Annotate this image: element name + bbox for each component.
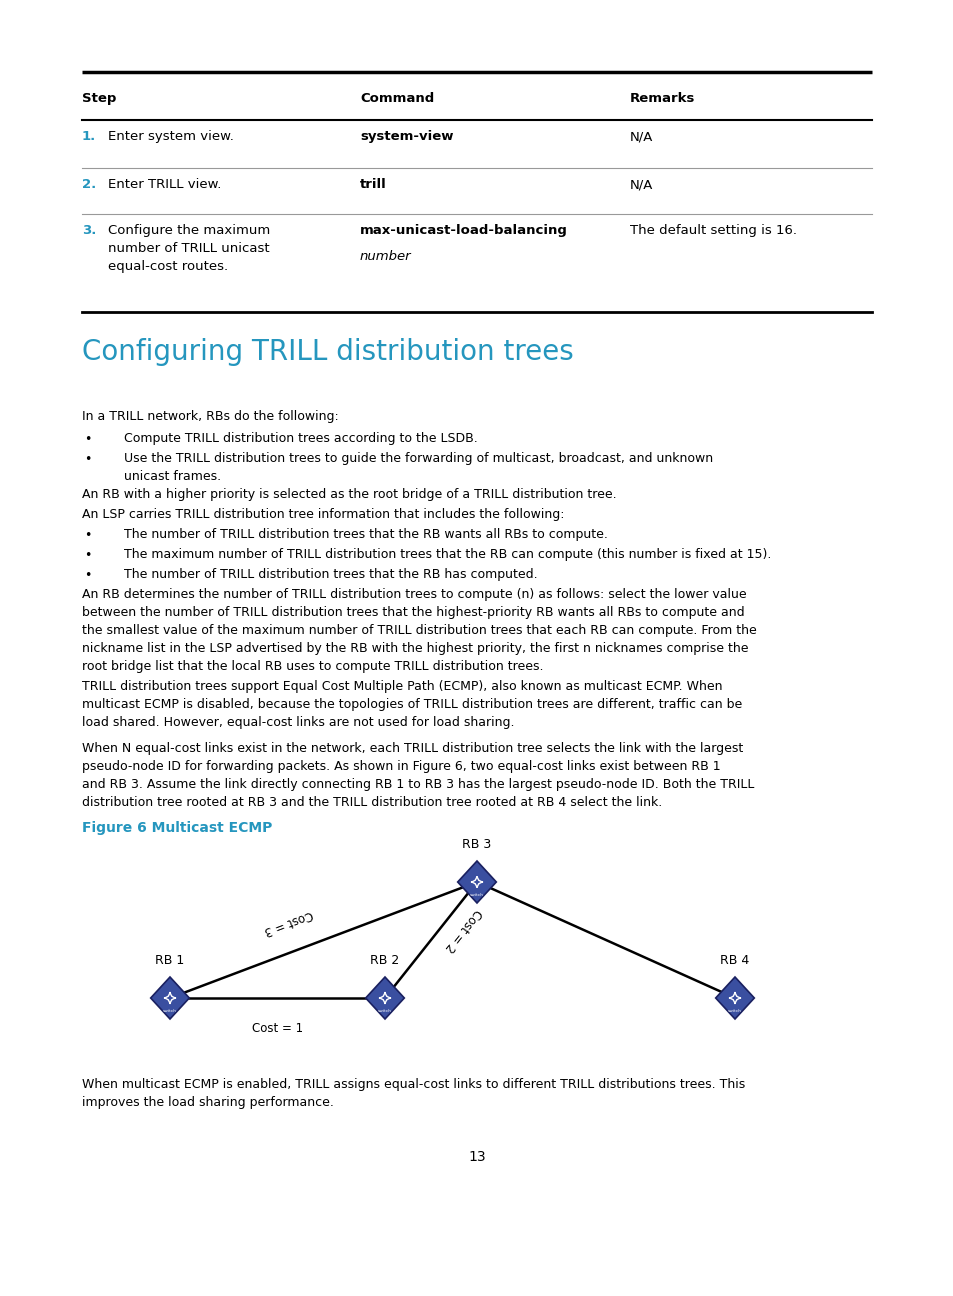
Text: max-unicast-load-balancing: max-unicast-load-balancing (359, 224, 567, 237)
Text: In a TRILL network, RBs do the following:: In a TRILL network, RBs do the following… (82, 410, 338, 422)
Text: trill: trill (359, 178, 386, 191)
Text: •: • (84, 529, 91, 542)
Text: 13: 13 (468, 1150, 485, 1164)
Text: •: • (84, 454, 91, 467)
Text: N/A: N/A (629, 178, 653, 191)
Text: The number of TRILL distribution trees that the RB wants all RBs to compute.: The number of TRILL distribution trees t… (124, 527, 607, 540)
Text: Use the TRILL distribution trees to guide the forwarding of multicast, broadcast: Use the TRILL distribution trees to guid… (124, 452, 713, 483)
Text: An RB with a higher priority is selected as the root bridge of a TRILL distribut: An RB with a higher priority is selected… (82, 489, 616, 502)
Text: Command: Command (359, 92, 434, 105)
Text: N/A: N/A (629, 130, 653, 143)
Text: 2.: 2. (82, 178, 96, 191)
Text: Enter system view.: Enter system view. (108, 130, 233, 143)
Text: RB 1: RB 1 (155, 954, 185, 967)
Text: Cost = 3: Cost = 3 (262, 907, 314, 937)
Text: Configuring TRILL distribution trees: Configuring TRILL distribution trees (82, 338, 573, 365)
Text: An RB determines the number of TRILL distribution trees to compute (n) as follow: An RB determines the number of TRILL dis… (82, 588, 756, 673)
Text: TRILL distribution trees support Equal Cost Multiple Path (ECMP), also known as : TRILL distribution trees support Equal C… (82, 680, 741, 728)
Text: switch: switch (377, 1010, 392, 1013)
Text: An LSP carries TRILL distribution tree information that includes the following:: An LSP carries TRILL distribution tree i… (82, 508, 564, 521)
Text: 1.: 1. (82, 130, 96, 143)
Text: switch: switch (470, 893, 483, 897)
Text: Configure the maximum
number of TRILL unicast
equal-cost routes.: Configure the maximum number of TRILL un… (108, 224, 270, 273)
Text: The default setting is 16.: The default setting is 16. (629, 224, 796, 237)
Text: number: number (359, 250, 411, 263)
Text: Remarks: Remarks (629, 92, 695, 105)
Polygon shape (365, 977, 404, 1019)
Text: RB 4: RB 4 (720, 954, 749, 967)
Text: Cost = 2: Cost = 2 (441, 906, 483, 954)
Text: Enter TRILL view.: Enter TRILL view. (108, 178, 221, 191)
Text: •: • (84, 550, 91, 562)
Text: switch: switch (727, 1010, 741, 1013)
Text: •: • (84, 433, 91, 446)
Text: When multicast ECMP is enabled, TRILL assigns equal-cost links to different TRIL: When multicast ECMP is enabled, TRILL as… (82, 1078, 744, 1109)
Text: system-view: system-view (359, 130, 453, 143)
Text: •: • (84, 569, 91, 582)
Polygon shape (715, 977, 754, 1019)
Text: The maximum number of TRILL distribution trees that the RB can compute (this num: The maximum number of TRILL distribution… (124, 548, 771, 561)
Text: Step: Step (82, 92, 116, 105)
Text: Compute TRILL distribution trees according to the LSDB.: Compute TRILL distribution trees accordi… (124, 432, 477, 445)
Text: RB 3: RB 3 (462, 839, 491, 851)
Text: switch: switch (163, 1010, 177, 1013)
Text: 3.: 3. (82, 224, 96, 237)
Text: Cost = 1: Cost = 1 (252, 1021, 303, 1034)
Polygon shape (457, 861, 496, 903)
Polygon shape (151, 977, 189, 1019)
Text: When N equal-cost links exist in the network, each TRILL distribution tree selec: When N equal-cost links exist in the net… (82, 743, 754, 809)
Text: The number of TRILL distribution trees that the RB has computed.: The number of TRILL distribution trees t… (124, 568, 537, 581)
Text: RB 2: RB 2 (370, 954, 399, 967)
Text: Figure 6 Multicast ECMP: Figure 6 Multicast ECMP (82, 820, 273, 835)
